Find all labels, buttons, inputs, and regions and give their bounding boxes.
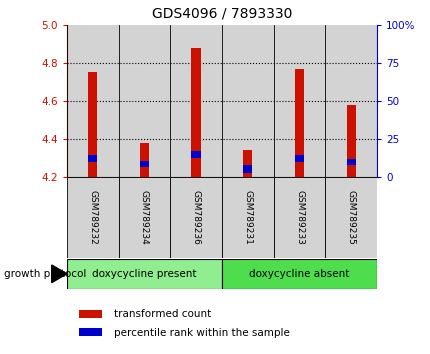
Bar — [294, 69, 304, 177]
Bar — [243, 165, 252, 173]
Bar — [325, 177, 376, 258]
Text: growth protocol: growth protocol — [4, 269, 86, 279]
Bar — [325, 25, 376, 177]
Bar — [79, 328, 101, 336]
Bar — [67, 25, 118, 177]
Text: percentile rank within the sample: percentile rank within the sample — [114, 328, 289, 338]
Bar — [191, 47, 200, 177]
Text: GSM789234: GSM789234 — [140, 190, 148, 245]
Bar — [88, 155, 97, 162]
Polygon shape — [52, 265, 67, 282]
Text: GSM789232: GSM789232 — [88, 190, 97, 245]
Bar — [221, 259, 376, 289]
Bar — [170, 25, 221, 177]
Bar — [243, 150, 252, 177]
Text: transformed count: transformed count — [114, 309, 211, 319]
Bar — [118, 25, 170, 177]
Text: GSM789231: GSM789231 — [243, 190, 252, 245]
Text: GSM789236: GSM789236 — [191, 190, 200, 245]
Text: GSM789233: GSM789233 — [295, 190, 303, 245]
Text: doxycycline present: doxycycline present — [92, 269, 196, 279]
Bar — [294, 155, 304, 162]
Title: GDS4096 / 7893330: GDS4096 / 7893330 — [151, 7, 292, 21]
Bar — [346, 105, 355, 177]
Bar — [191, 151, 200, 158]
Bar — [139, 143, 149, 177]
Bar — [221, 25, 273, 177]
Text: GSM789235: GSM789235 — [346, 190, 355, 245]
Bar — [79, 310, 101, 318]
Bar — [346, 159, 355, 165]
Bar — [118, 177, 170, 258]
Text: doxycycline absent: doxycycline absent — [249, 269, 349, 279]
Bar — [170, 177, 221, 258]
Bar — [67, 259, 221, 289]
Bar — [139, 161, 149, 166]
Bar — [221, 177, 273, 258]
Bar — [67, 177, 118, 258]
Bar — [88, 72, 97, 177]
Bar — [273, 25, 325, 177]
Bar — [273, 177, 325, 258]
